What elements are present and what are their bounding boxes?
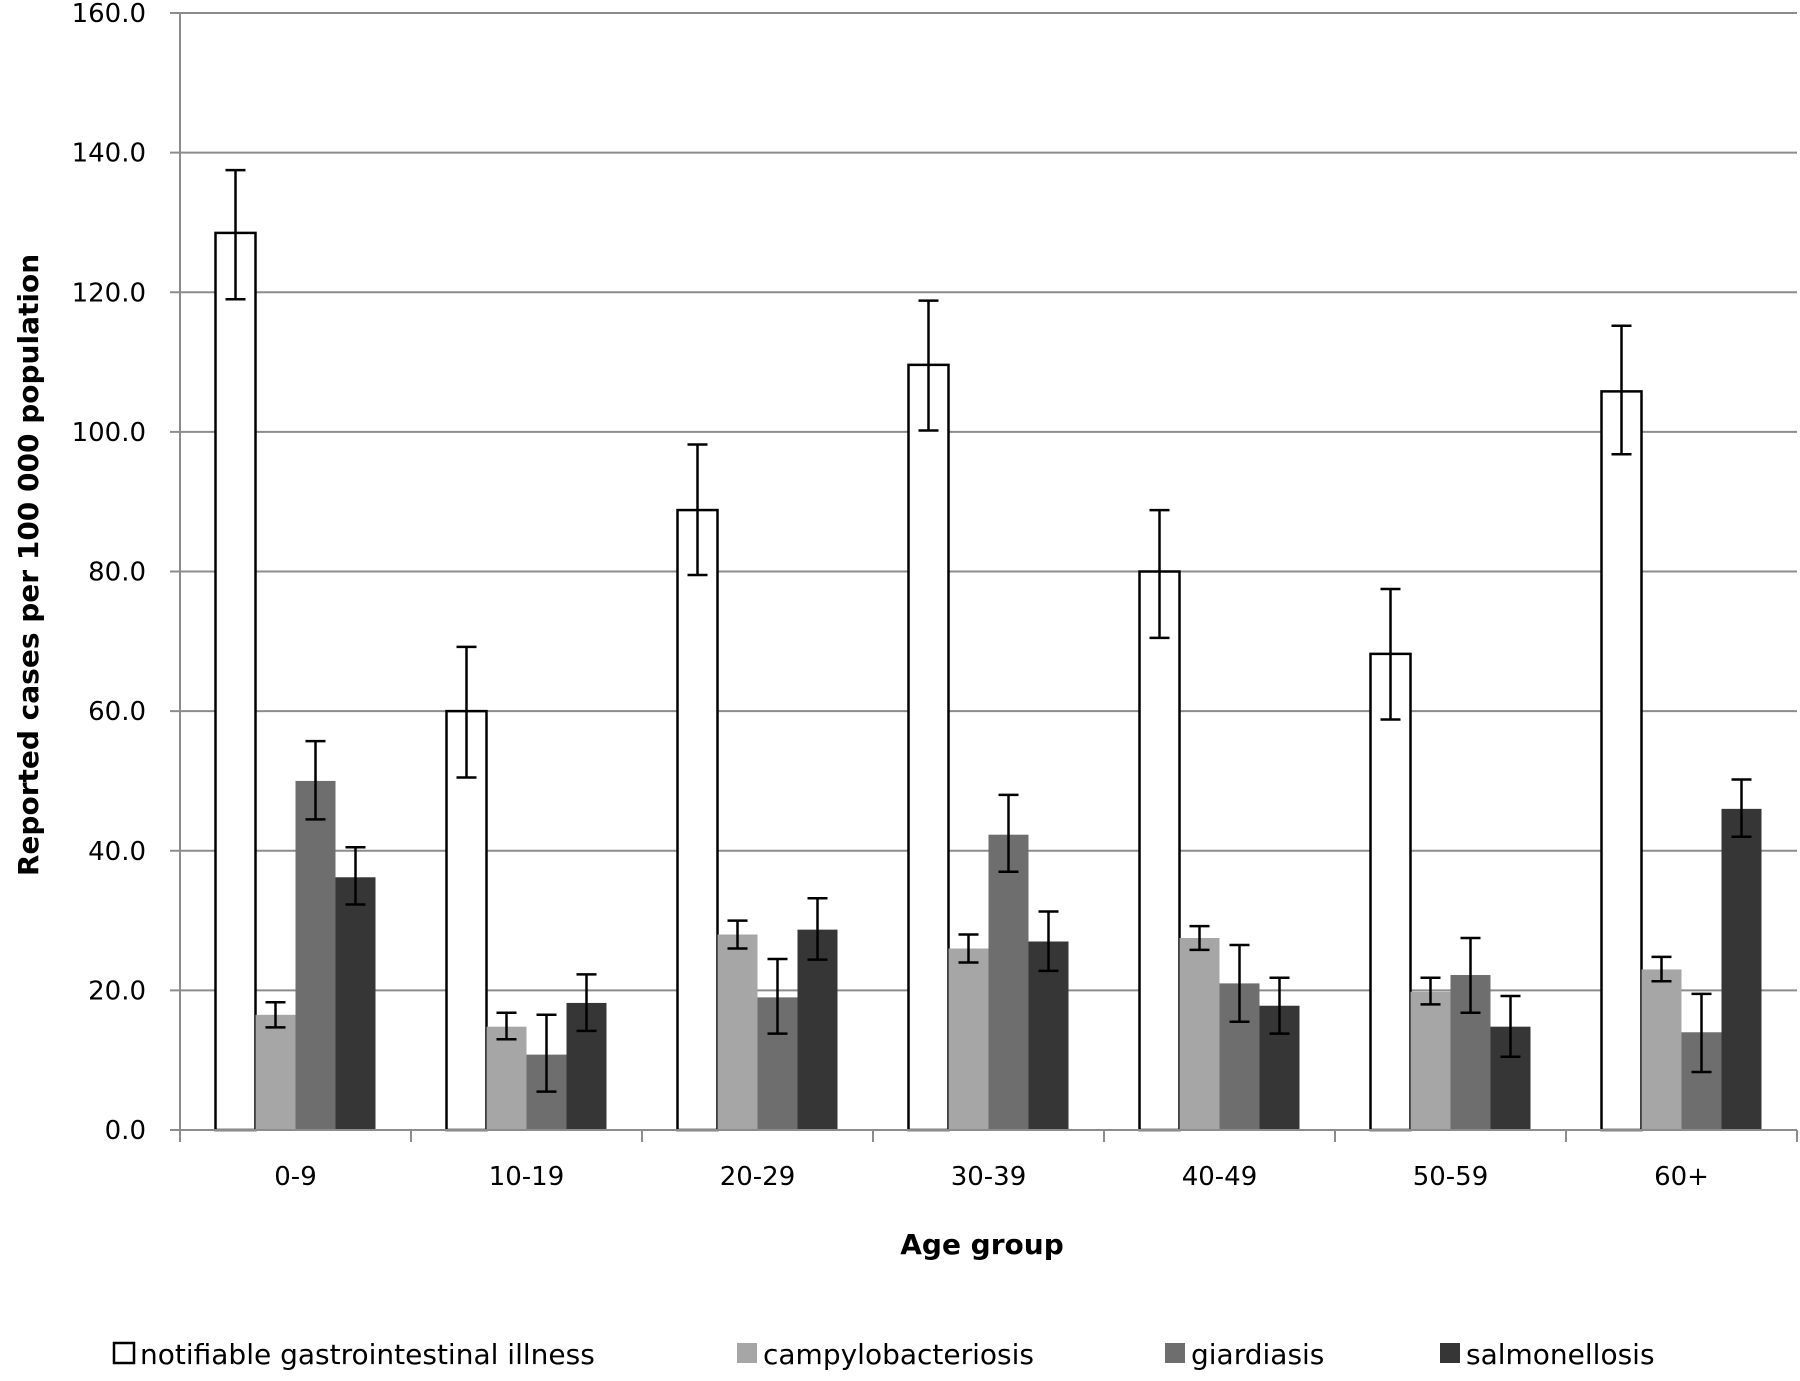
legend-swatch bbox=[1165, 1343, 1185, 1363]
bar bbox=[1369, 652, 1412, 1132]
x-tick-label: 40-49 bbox=[1182, 1162, 1258, 1192]
axes bbox=[170, 12, 1798, 1142]
y-tick-label: 60.0 bbox=[88, 697, 146, 727]
legend-swatch bbox=[737, 1343, 757, 1363]
bar bbox=[1138, 570, 1181, 1132]
y-tick-label: 100.0 bbox=[72, 418, 146, 448]
y-tick-label: 80.0 bbox=[88, 558, 146, 588]
y-tick-label: 160.0 bbox=[72, 0, 146, 29]
bar bbox=[1600, 390, 1643, 1132]
y-axis-title: Reported cases per 100 000 population bbox=[12, 254, 45, 876]
bar bbox=[486, 1026, 527, 1130]
bar bbox=[1028, 941, 1069, 1130]
bar bbox=[907, 363, 950, 1132]
y-tick-label: 120.0 bbox=[72, 278, 146, 308]
bar bbox=[948, 948, 989, 1130]
x-tick-label: 50-59 bbox=[1413, 1162, 1489, 1192]
bar bbox=[1410, 991, 1451, 1130]
bar bbox=[988, 834, 1029, 1130]
y-tick-label: 20.0 bbox=[88, 976, 146, 1006]
bar bbox=[255, 1014, 296, 1130]
bar bbox=[445, 709, 488, 1132]
bar bbox=[1179, 938, 1220, 1130]
bars bbox=[214, 231, 1762, 1132]
x-tick-label: 30-39 bbox=[951, 1162, 1027, 1192]
y-tick-labels: 0.0 20.0 40.0 60.0 80.0 100.0 120.0 140.0 160.0 bbox=[72, 0, 146, 1146]
x-tick-label: 60+ bbox=[1654, 1162, 1709, 1192]
x-axis-title: Age group bbox=[900, 1228, 1064, 1261]
x-tick-label: 20-29 bbox=[720, 1162, 796, 1192]
legend-label: campylobacteriosis bbox=[763, 1338, 1034, 1371]
bar bbox=[797, 929, 838, 1130]
x-tick-label: 10-19 bbox=[489, 1162, 565, 1192]
y-tick-label: 40.0 bbox=[88, 837, 146, 867]
bar bbox=[214, 231, 257, 1132]
x-tick-labels: 0-9 10-19 20-29 30-39 40-49 50-59 60+ bbox=[274, 1162, 1709, 1192]
bar bbox=[295, 780, 336, 1130]
legend-label: giardiasis bbox=[1191, 1338, 1324, 1371]
y-tick-label: 0.0 bbox=[105, 1116, 146, 1146]
bar bbox=[1721, 808, 1762, 1130]
x-tick-label: 0-9 bbox=[274, 1162, 316, 1192]
legend-label: notifiable gastrointestinal illness bbox=[140, 1338, 595, 1371]
bar bbox=[676, 508, 719, 1132]
bar bbox=[335, 877, 376, 1130]
bar bbox=[717, 934, 758, 1130]
error-bars bbox=[225, 168, 1752, 1093]
legend-swatch bbox=[112, 1341, 136, 1365]
legend-label: salmonellosis bbox=[1466, 1338, 1655, 1371]
legend: notifiable gastrointestinal illness campy… bbox=[112, 1338, 1655, 1371]
legend-swatch bbox=[1440, 1343, 1460, 1363]
bar bbox=[1641, 969, 1682, 1130]
y-tick-label: 140.0 bbox=[72, 139, 146, 169]
